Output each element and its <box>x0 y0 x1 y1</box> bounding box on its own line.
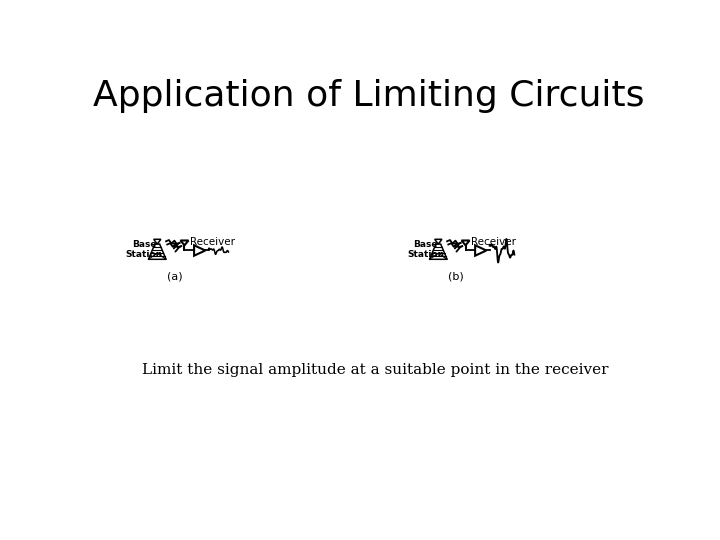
Text: Base
Station: Base Station <box>126 240 163 259</box>
Text: (a): (a) <box>168 272 183 281</box>
Text: Base
Station: Base Station <box>407 240 444 259</box>
Text: Limit the signal amplitude at a suitable point in the receiver: Limit the signal amplitude at a suitable… <box>142 363 608 377</box>
Text: Receiver: Receiver <box>189 237 235 247</box>
Text: Receiver: Receiver <box>471 237 516 247</box>
Text: Application of Limiting Circuits: Application of Limiting Circuits <box>94 79 644 113</box>
Text: (b): (b) <box>449 272 464 281</box>
